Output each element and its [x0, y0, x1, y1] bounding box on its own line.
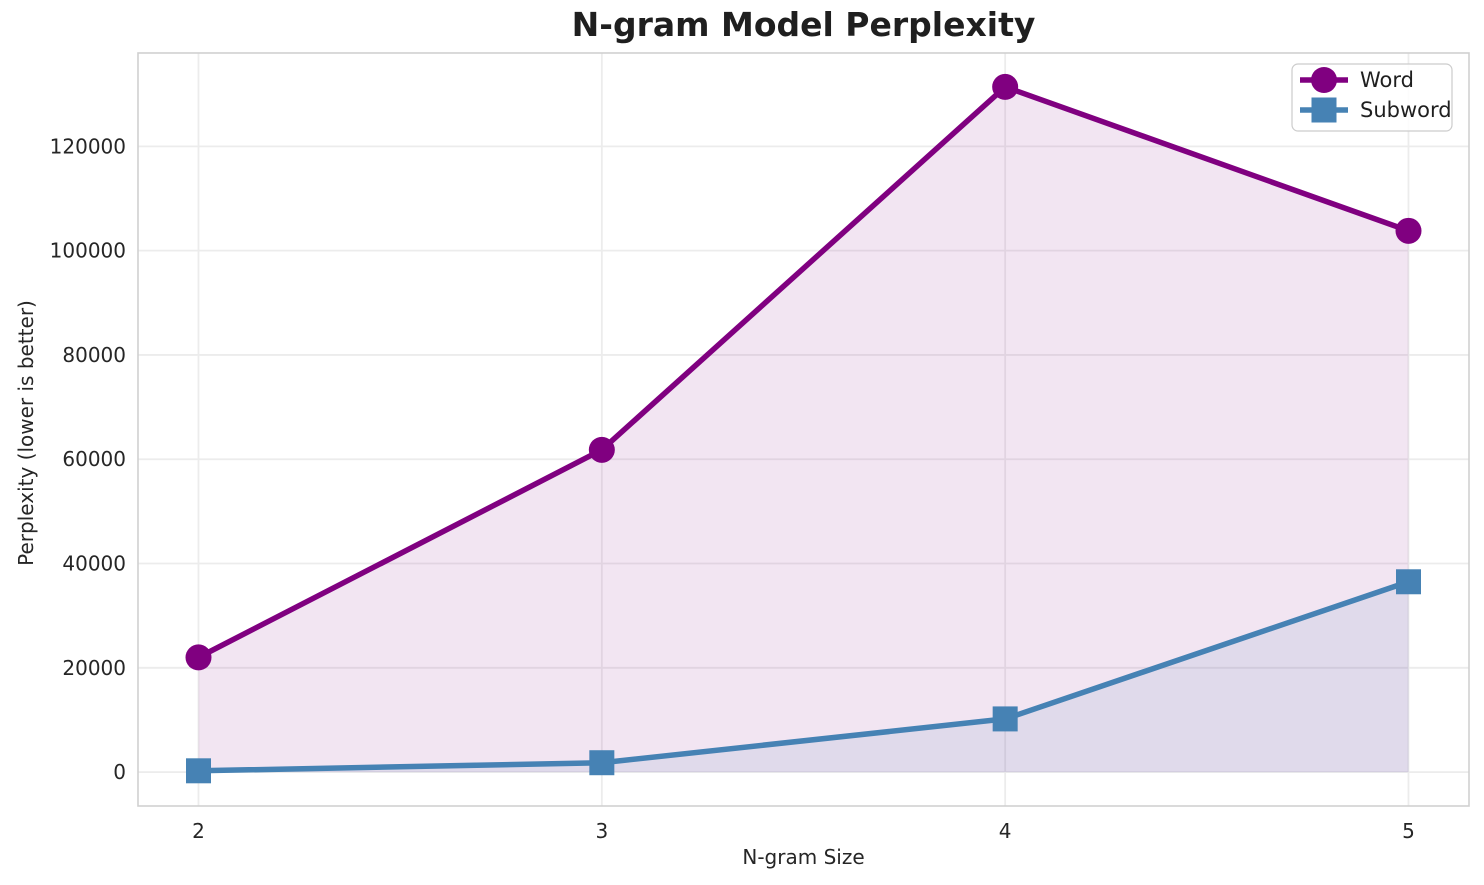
subword-marker-square	[1396, 569, 1421, 595]
legend-marker-circle	[1311, 67, 1337, 93]
subword-marker-square	[589, 750, 615, 776]
y-tick-label: 100000	[50, 239, 126, 263]
word-area-fill	[198, 86, 1409, 773]
word-line	[195, 84, 1412, 661]
word-marker-circle	[588, 436, 615, 463]
y-tick-label: 120000	[50, 134, 126, 158]
plot-frame	[137, 52, 1470, 807]
y-tick-label: 80000	[62, 343, 126, 367]
x-tick-label: 4	[999, 819, 1012, 843]
x-axis-label: N-gram Size	[742, 845, 865, 869]
x-tick-label: 5	[1402, 819, 1415, 843]
word-marker-circle	[992, 73, 1019, 100]
y-tick-label: 20000	[62, 656, 126, 680]
y-tick-label: 60000	[62, 447, 126, 471]
legend-marker-square	[1311, 97, 1337, 123]
subword-area-fill	[198, 581, 1409, 773]
chart-title: N-gram Model Perplexity	[571, 5, 1036, 44]
x-tick-label: 3	[595, 819, 608, 843]
word-marker-circle	[185, 644, 212, 671]
x-tick-label: 2	[192, 819, 205, 843]
subword-marker-square	[186, 758, 211, 784]
word-marker-circle	[1395, 217, 1422, 244]
y-tick-label: 40000	[62, 552, 126, 576]
subword-marker-square	[992, 706, 1018, 732]
subword-line	[195, 579, 1412, 774]
y-tick-label: 0	[113, 760, 126, 784]
legend-label: Word	[1360, 68, 1414, 92]
legend-label: Subword	[1360, 98, 1452, 122]
